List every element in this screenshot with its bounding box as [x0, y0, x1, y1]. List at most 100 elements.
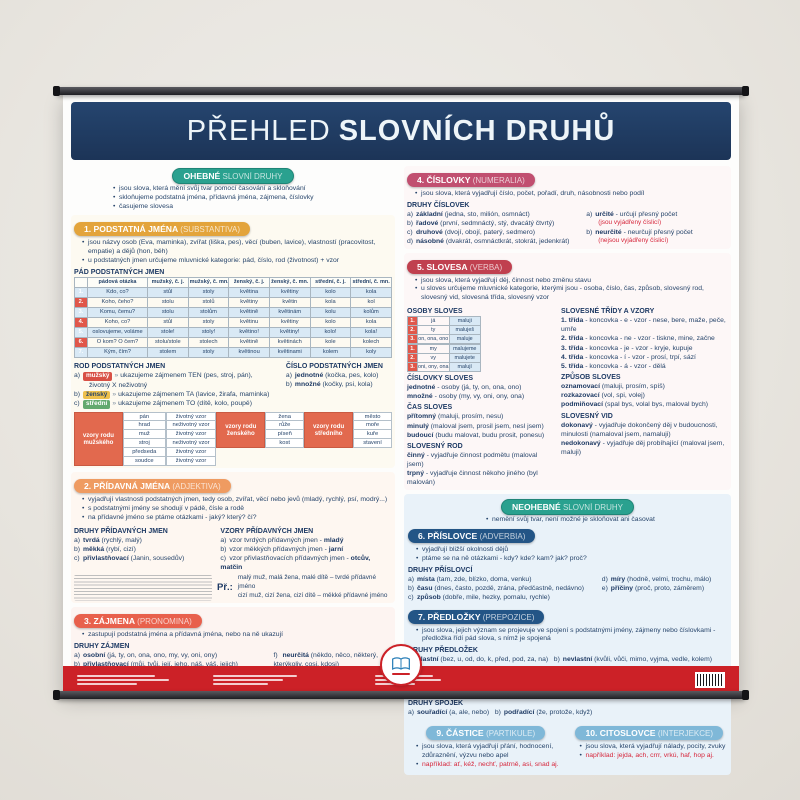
example-label: Př.: [217, 582, 233, 594]
adverb-types-left: a) místa (tam, zde, blízko, doma, venku) … [408, 576, 585, 602]
bullet: na přídavné jméno se ptáme otázkami - ja… [82, 514, 392, 523]
neohebne-bullets: nemění svůj tvar, není možné je skloňova… [478, 516, 727, 525]
sec2-bullets: vyjadřují vlastnosti podstatných jmen, t… [74, 496, 392, 522]
bullet: jsou názvy osob (Eva, maminka), zvířat (… [82, 239, 392, 257]
table-cell: Koho, čeho? [87, 296, 148, 308]
table-cell: květinami [268, 346, 311, 358]
section-ohebne: OHEBNÉ SLOVNÍ DRUHY jsou slova, která mě… [71, 166, 395, 211]
table-cell: květiny [228, 296, 270, 308]
verb-persons-table-plural: 1. my malujeme 2. vy malujete 3. oni, ony, on… [407, 344, 481, 372]
example-row: Př.: malý muž, malá žena, malé dítě – tv… [74, 574, 392, 601]
bullet: časujeme slovesa [113, 203, 395, 212]
paradigm-words-feminine: žena růže píseň kost [265, 412, 305, 449]
numeral-types-right: a) určité - určují přesný počet (jsou vyj… [586, 210, 728, 247]
verb-persons-table-singular: 1. já maluji 2. ty maluješ 3. on, ona, ono mal… [407, 316, 481, 344]
table-cell: kole [309, 336, 352, 348]
sec10-bullets: jsou slova, která vyjadřují nálady, poci… [572, 743, 728, 761]
sec4-pill: 4. ČÍSLOVKY (NUMERALIA) [407, 173, 535, 187]
gender-badge-feminine: ženský [83, 390, 111, 400]
table-row: 4. Koho, co? stůl stoly květinu květiny kolo ko… [74, 316, 392, 328]
neohebne-pill: NEOHEBNÉ SLOVNÍ DRUHY [501, 498, 634, 515]
verbs-right-subcolumn: SLOVESNÉ TŘÍDY A VZORY 1. třída - koncov… [561, 308, 726, 457]
bullet: u podstatných jmen určujeme mluvnické ka… [82, 257, 392, 266]
table-cell: stůl [147, 316, 189, 328]
bullet: jsou slova, která vyjadřují číslo, počet… [415, 190, 728, 199]
table-cell: květin [268, 296, 311, 308]
table-cell: stolů [187, 296, 230, 308]
table-cell: stolům [187, 306, 230, 318]
paradigm-label-masculine: vzory rodu mužského [74, 412, 123, 467]
table-cell: květiny [268, 286, 311, 298]
table-cell: stoly! [187, 326, 230, 338]
table-cell: kola [309, 296, 352, 308]
ohebne-bullets: jsou slova, která mění svůj tvar pomocí … [105, 185, 395, 211]
section-prislovce: 6. PŘÍSLOVCE (ADVERBIA) vyjadřují bližší… [408, 526, 727, 602]
col-header: mužský, č. mn. [187, 276, 230, 288]
paradigm-words-masculine: pán hrad muž stroj předseda soudce [122, 412, 166, 467]
barcode [695, 672, 725, 688]
col-header: pádová otázka [87, 276, 148, 288]
table-cell: stolu [147, 306, 189, 318]
adjective-types: DRUHY PŘÍDAVNÝCH JMEN a) tvrdá (rychlý, m… [74, 527, 185, 562]
sec4-bullets: jsou slova, která vyjadřují číslo, počet… [407, 190, 728, 199]
sec3-pill: 3. ZÁJMENA (PRONOMINA) [74, 614, 202, 629]
section-pridavna-jmena: 2. PŘÍDAVNÁ JMÉNA (ADJEKTIVA) vyjadřují … [71, 472, 395, 604]
sec3-bullets: zastupují podstatná jména a přídavná jmé… [74, 631, 392, 640]
bullet: zastupují podstatná jména a přídavná jmé… [82, 631, 392, 640]
table-cell: stoly [187, 316, 230, 328]
table-cell: stolu [147, 296, 189, 308]
table-cell: stole! [147, 326, 189, 338]
table-row: 1. Kdo, co? stůl stoly květina květiny kolo kol… [74, 286, 392, 298]
section-cislovky: 4. ČÍSLOVKY (NUMERALIA) jsou slova, kter… [404, 166, 731, 249]
table-cell: kol [350, 296, 392, 308]
list-item: b) ženský» ukazujeme zájmenem TA (lavice, … [74, 390, 270, 400]
red-note: (jsou vyjádřeny číslicí) [598, 219, 662, 226]
col-header: ženský, č. j. [228, 276, 270, 288]
sec7-bullets: jsou slova, jejich význam se projevuje v… [408, 627, 727, 645]
table-cell: kolo [309, 316, 352, 328]
bullet: jsou slova, která vyjadřují děj, činnost… [415, 277, 728, 286]
table-header-row: pádová otázka mužský, č. j. mužský, č. m… [74, 276, 392, 288]
table-row: 2. Koho, čeho? stolu stolů květiny květin kola… [74, 296, 392, 308]
list-item: a) jednotné (kočka, pes, kolo) [285, 371, 379, 379]
section-castice: 9. ČÁSTICE (PARTIKULE) jsou slova, která… [408, 721, 564, 771]
conjunction-types: a) souřadící (a, ale, nebo) b) podřadící (… [408, 709, 593, 717]
table-cell: stoly [187, 286, 230, 298]
right-column: 4. ČÍSLOVKY (NUMERALIA) jsou slova, kter… [404, 166, 731, 775]
table-cell: Komu, čemu? [87, 306, 148, 318]
paradigm-label-feminine: vzory rodu ženského [216, 412, 266, 449]
footer-fine-print [77, 673, 169, 687]
sec6-pill: 6. PŘÍSLOVCE (ADVERBIA) [408, 529, 536, 544]
bullet: s podstatnými jmény se shodují v pádě, č… [82, 505, 392, 514]
numeral-types-left: a) základní (jedna, sto, milión, osmnáct)… [407, 210, 570, 246]
table-cell: květinu [228, 316, 270, 328]
sec9-pill: 9. ČÁSTICE (PARTIKULE) [426, 726, 546, 741]
table-cell: stolu/stole [147, 336, 189, 348]
bullet: u sloves určujeme mluvnické kategorie, k… [415, 285, 728, 303]
logo-caption [392, 672, 410, 675]
paradigm-words-neuter: město moře kuře stavení [353, 412, 393, 449]
poster-title: PŘEHLED SLOVNÍCH DRUHŮ [187, 115, 616, 148]
table-row: 7. Kým, čím? stolem stoly květinou květinami k… [74, 346, 392, 358]
col-header: mužský, č. j. [147, 276, 189, 288]
table-cell: květiny! [268, 326, 311, 338]
table-cell: květiny [268, 316, 311, 328]
red-example-line: například: jejda, ach, crrr, vrkú, haf, … [580, 752, 728, 761]
gender-badge-masculine: mužský [83, 371, 113, 381]
section-neohebne: NEOHEBNÉ SLOVNÍ DRUHY nemění svůj tvar, … [408, 497, 727, 525]
bullet: jsou slova, jejich význam se projevuje v… [416, 627, 727, 645]
adverb-types-right: d) míry (hodně, velmi, trochu, málo) e) př… [601, 576, 712, 593]
sec6-bullets: vyjadřují bližší okolnosti dějů ptáme se… [408, 546, 727, 564]
section-podstatna-jmena: 1. PODSTATNÁ JMÉNA (SUBSTANTIVA) jsou ná… [71, 215, 395, 469]
table-cell: stolech [187, 336, 230, 348]
bullet: nemění svůj tvar, není možné je skloňova… [486, 516, 727, 525]
sec5-bullets: jsou slova, která vyjadřují děj, činnost… [407, 277, 728, 303]
verbs-left-subcolumn: OSOBY SLOVES 1. já maluji 2. ty maluješ 3. on… [407, 308, 545, 487]
table-cell: kola [350, 316, 392, 328]
red-example-line: například: ať, kéž, nechť, patrně, asi, … [416, 761, 564, 770]
table-cell: kolech [350, 336, 392, 348]
table-row: 6. O kom? O čem? stolu/stole stolech květině… [74, 336, 392, 348]
table-cell: O kom? O čem? [87, 336, 148, 348]
sec1-pill: 1. PODSTATNÁ JMÉNA (SUBSTANTIVA) [74, 222, 251, 237]
